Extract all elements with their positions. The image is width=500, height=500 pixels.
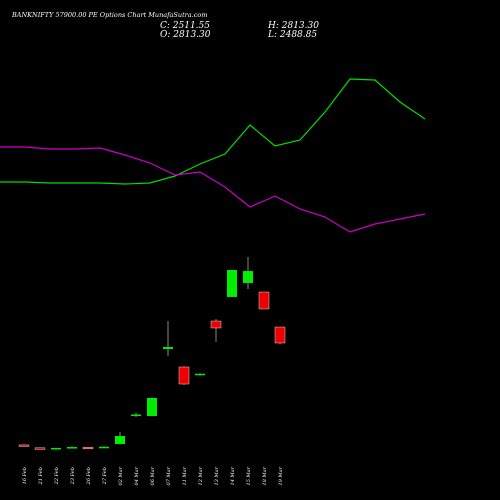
x-tick-label: 15 Mar — [246, 466, 252, 485]
candle-body — [274, 326, 286, 344]
candle-body — [131, 414, 141, 416]
candle-body — [34, 447, 46, 450]
candle-body — [195, 373, 205, 376]
x-tick-label: 22 Feb — [54, 467, 60, 485]
x-tick-label: 04 Mar — [134, 466, 140, 485]
header-close: C: 2511.55 — [160, 21, 210, 31]
candle-body — [82, 447, 94, 450]
indicator-line — [0, 146, 426, 233]
candle-body — [18, 444, 30, 447]
x-tick-label: 11 Mar — [182, 466, 188, 485]
candle-body — [99, 446, 109, 449]
x-tick-label: 13 Mar — [214, 466, 220, 485]
x-tick-label: 07 Mar — [166, 466, 172, 485]
x-tick-label: 23 Feb — [70, 467, 76, 485]
x-tick-label: 19 Mar — [278, 466, 284, 485]
candle-body — [243, 271, 253, 284]
header-low: L: 2488.85 — [267, 30, 317, 40]
x-tick-label: 26 Feb — [86, 467, 92, 485]
indicator-line — [0, 78, 426, 185]
candle-body — [210, 320, 222, 329]
x-tick-label: 18 Mar — [262, 466, 268, 485]
candle-body — [51, 447, 61, 450]
chart-title: BANKNIFTY 57900.00 PE Options Chart Muna… — [11, 11, 207, 19]
header-open: O: 2813.30 — [160, 30, 211, 40]
candle-body — [178, 366, 190, 385]
x-tick-label: 06 Mar — [150, 466, 156, 485]
x-tick-label: 02 Mar — [118, 466, 124, 485]
candle-body — [67, 447, 77, 449]
candle-body — [227, 270, 237, 297]
x-tick-label: 21 Feb — [38, 467, 44, 485]
candle-body — [163, 346, 173, 349]
candle-body — [258, 291, 270, 310]
x-tick-label: 12 Mar — [198, 466, 204, 485]
header-high: H: 2813.30 — [267, 21, 319, 31]
x-tick-label: 16 Feb — [22, 467, 28, 484]
x-tick-label: 27 Feb — [102, 467, 108, 485]
candle-body — [115, 435, 125, 445]
candle-body — [147, 397, 157, 416]
x-tick-label: 14 Mar — [230, 466, 236, 485]
